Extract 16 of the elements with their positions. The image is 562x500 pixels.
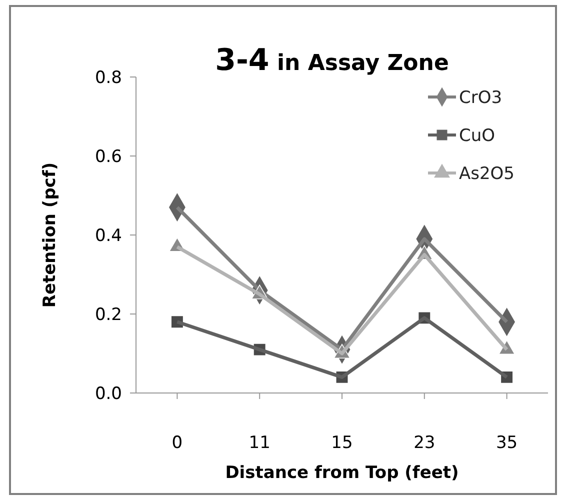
- y-axis-title: Retention (pcf): [40, 162, 60, 308]
- y-tick-label: 0.2: [94, 304, 122, 325]
- x-tick-label: 15: [331, 433, 353, 453]
- chart-title: 3-4 in Assay Zone: [215, 43, 449, 78]
- y-tick-label: 0.4: [94, 226, 122, 246]
- x-axis-title: Distance from Top (feet): [225, 463, 459, 483]
- y-tick-label: 0.0: [94, 384, 122, 404]
- x-tick-label: 23: [414, 433, 436, 453]
- x-tick-label: 35: [496, 433, 518, 453]
- legend-label: CrO3: [459, 88, 502, 108]
- x-tick-label: 0: [172, 433, 183, 453]
- legend-label: As2O5: [459, 164, 514, 184]
- y-tick-label: 0.8: [94, 68, 122, 88]
- legend-label: CuO: [459, 126, 496, 146]
- x-tick-label: 11: [248, 433, 270, 453]
- y-tick-label: 0.6: [94, 146, 122, 167]
